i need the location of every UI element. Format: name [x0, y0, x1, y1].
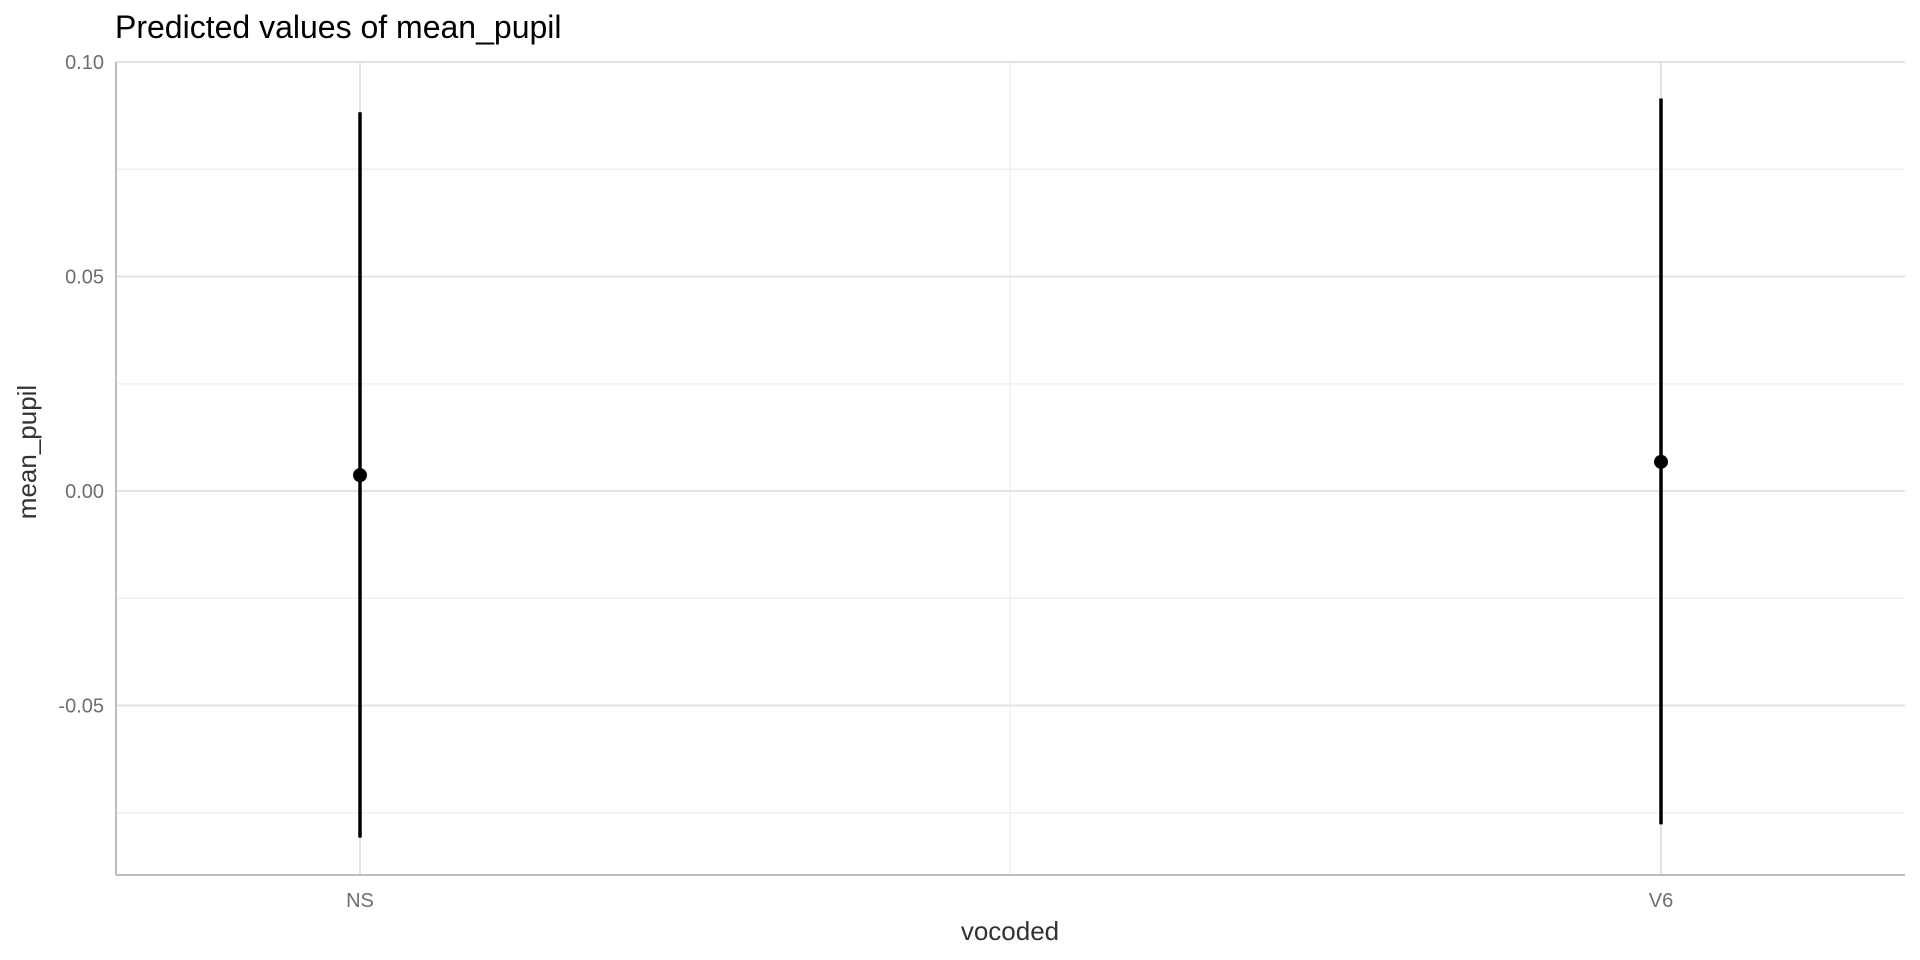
mark-layer — [353, 98, 1668, 838]
y-axis-title: mean_pupil — [12, 385, 42, 519]
axis-layer — [115, 62, 1905, 876]
grid-layer — [116, 61, 1905, 875]
y-tick-label: 0.10 — [65, 52, 104, 74]
chart-title: Predicted values of mean_pupil — [115, 9, 562, 45]
y-tick-label: 0.05 — [65, 267, 104, 289]
x-tick-label-ns: NS — [346, 890, 374, 912]
x-axis-title: vocoded — [961, 916, 1059, 946]
y-tick-label: -0.05 — [58, 696, 104, 718]
tick-layer: -0.05 0.00 0.05 0.10 NS V6 — [58, 52, 1673, 912]
point-v6 — [1654, 454, 1668, 469]
point-ns — [353, 468, 367, 483]
y-tick-label: 0.00 — [65, 481, 104, 503]
x-tick-label-v6: V6 — [1649, 890, 1673, 912]
